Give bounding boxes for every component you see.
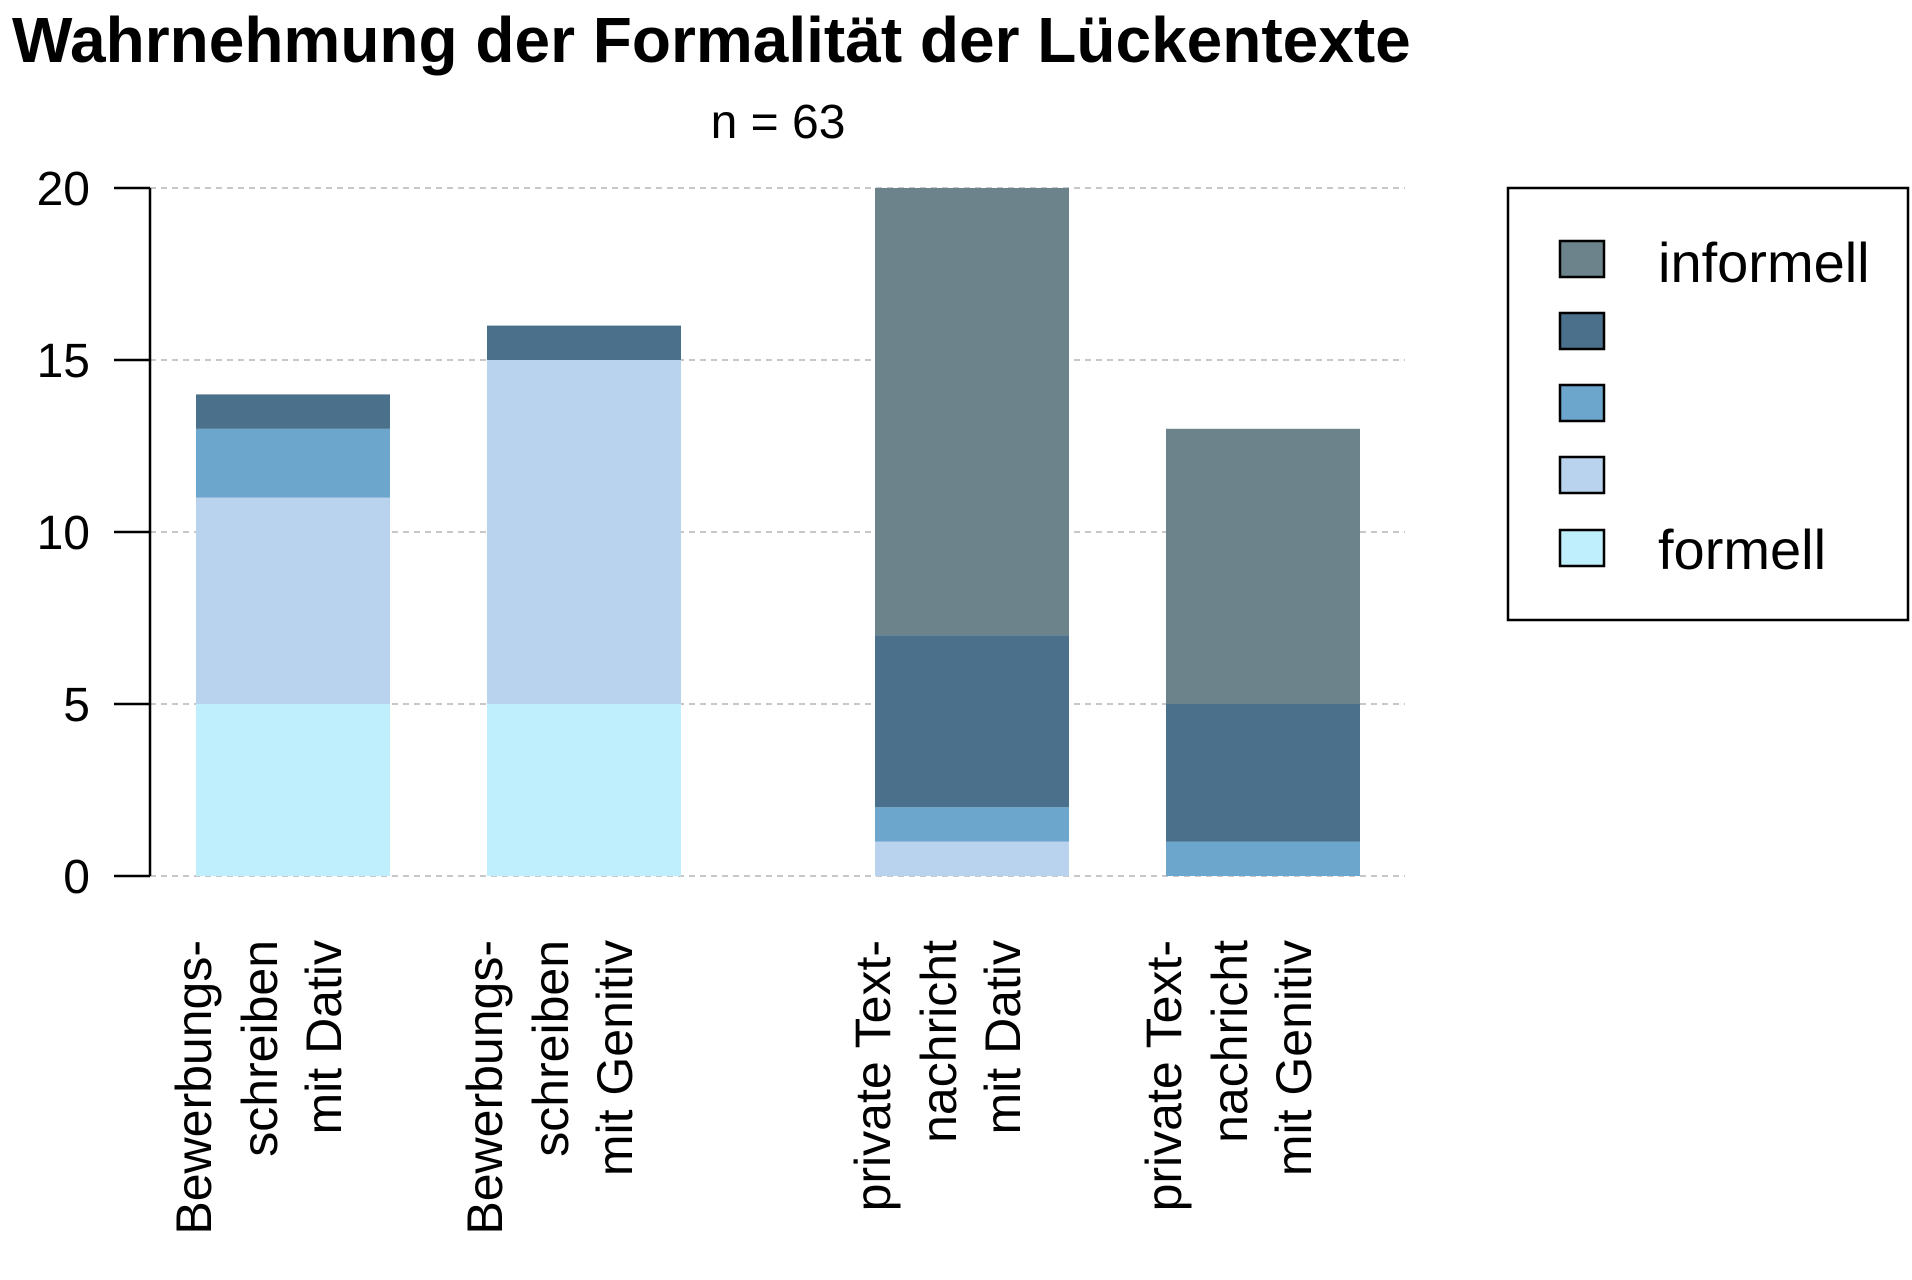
- legend-swatch: [1558, 239, 1606, 279]
- x-tick-label: mit Dativ: [296, 940, 352, 1134]
- bars: [196, 188, 1360, 876]
- x-category-label: private Text-nachricht mit Genitiv: [1136, 940, 1322, 1212]
- chart-title: Wahrnehmung der Formalität der Lückentex…: [12, 4, 1411, 76]
- legend-swatch: [1558, 455, 1606, 495]
- y-tick-label: 15: [37, 335, 90, 388]
- x-tick-label: Bewerbungs-: [457, 940, 513, 1235]
- x-tick-label: private Text-: [845, 940, 901, 1211]
- y-tick-label: 0: [63, 851, 90, 904]
- x-category-label: private Text-nachricht mit Dativ: [845, 940, 1031, 1212]
- y-axis: 0 5 10 15 20: [37, 163, 152, 904]
- bar-segment: [196, 394, 390, 429]
- bar-segment: [875, 841, 1069, 876]
- legend: informell formell: [1506, 186, 1910, 622]
- legend-label-top: informell: [1658, 231, 1870, 294]
- x-tick-label: Bewerbungs-: [166, 940, 222, 1235]
- bar-segment: [196, 704, 390, 876]
- bar-segment: [1166, 704, 1360, 842]
- y-tick-label: 5: [63, 679, 90, 732]
- bar-segment: [196, 497, 390, 704]
- x-tick-label: nachricht: [1202, 940, 1258, 1143]
- x-tick-label: schreiben: [523, 940, 579, 1157]
- x-tick-label: mit Genitiv: [1266, 940, 1322, 1176]
- x-tick-label: mit Dativ: [975, 940, 1031, 1134]
- chart-subtitle: n = 63: [711, 96, 846, 149]
- legend-swatch: [1558, 528, 1606, 568]
- x-category-label: Bewerbungs-schreiben mit Genitiv: [457, 940, 643, 1235]
- x-tick-label: nachricht: [911, 940, 967, 1143]
- x-tick-label: private Text-: [1136, 940, 1192, 1211]
- bar-segment: [1166, 841, 1360, 876]
- bar-segment: [875, 807, 1069, 842]
- legend-label-bottom: formell: [1658, 518, 1826, 581]
- x-tick-label: mit Genitiv: [587, 940, 643, 1176]
- bar-segment: [875, 635, 1069, 808]
- legend-swatch: [1558, 383, 1606, 423]
- bar-segment: [487, 325, 681, 360]
- bar-segment: [196, 428, 390, 498]
- y-tick-label: 20: [37, 163, 90, 216]
- x-category-label: Bewerbungs-schreiben mit Dativ: [166, 940, 352, 1235]
- bar-segment: [875, 188, 1069, 636]
- y-tick-label: 10: [37, 507, 90, 560]
- legend-swatch: [1558, 311, 1606, 351]
- bar-segment: [1166, 428, 1360, 704]
- x-tick-label: schreiben: [232, 940, 288, 1157]
- bar-segment: [487, 704, 681, 876]
- x-axis-labels: Bewerbungs-schreiben mit Dativ Bewerbungs-…: [166, 940, 1322, 1235]
- bar-segment: [487, 360, 681, 704]
